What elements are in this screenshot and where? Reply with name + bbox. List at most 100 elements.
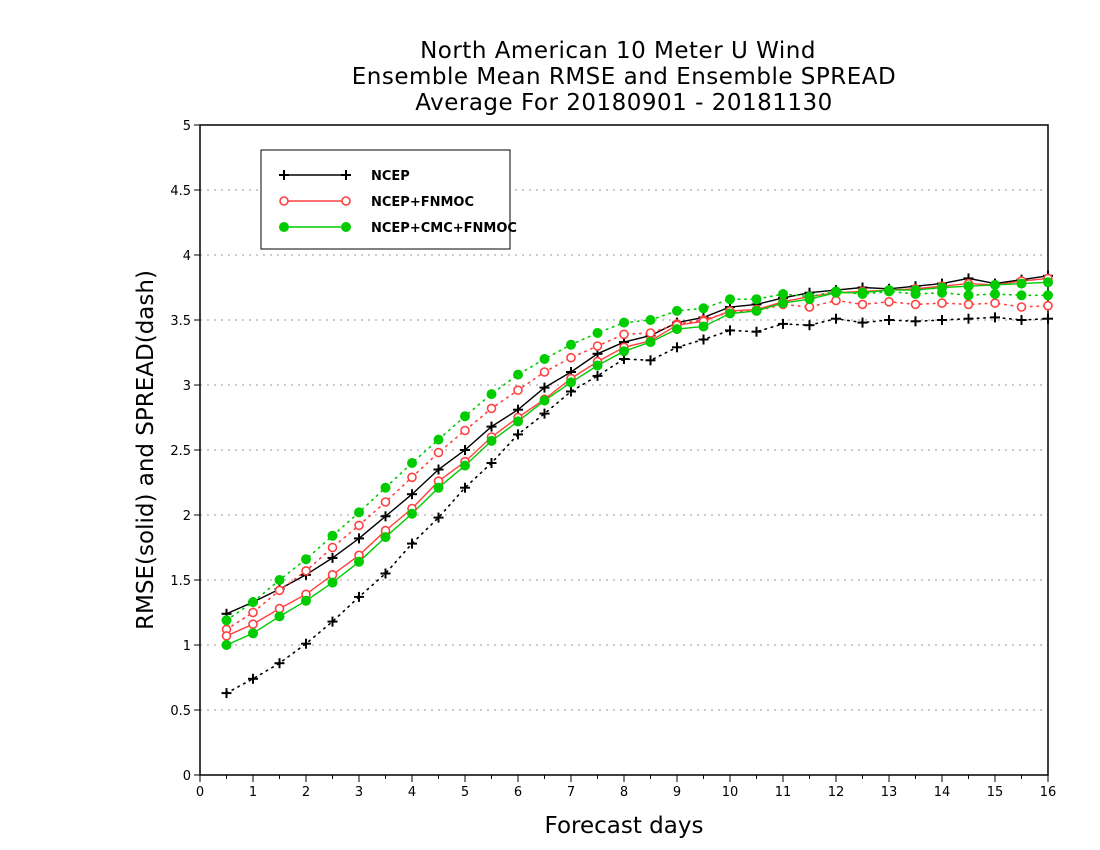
- rmse-point-ncep-cmc-fnmoc: [619, 346, 629, 357]
- y-tick-label: 0.5: [170, 704, 191, 719]
- spread-point-ncep-fnmoc: [857, 299, 868, 310]
- x-tick-label: 15: [987, 785, 1004, 800]
- legend-marker: [279, 196, 289, 206]
- spread-point-ncep-fnmoc: [248, 607, 258, 618]
- spread-point-ncep: [539, 408, 550, 419]
- spread-point-ncep-cmc-fnmoc: [619, 317, 629, 328]
- rmse-point-ncep-cmc-fnmoc: [1043, 277, 1053, 288]
- x-tick-label: 7: [567, 785, 575, 800]
- spread-point-ncep-fnmoc: [566, 352, 576, 363]
- rmse-point-ncep-cmc-fnmoc: [751, 305, 762, 316]
- rmse-point-ncep-cmc-fnmoc: [778, 298, 788, 309]
- spread-point-ncep: [486, 458, 497, 468]
- x-tick-label: 6: [514, 785, 522, 800]
- spread-point-ncep: [301, 638, 311, 649]
- spread-point-ncep-cmc-fnmoc: [1016, 290, 1027, 301]
- spread-point-ncep: [433, 512, 444, 523]
- spread-line-ncep-fnmoc: [225, 299, 1049, 631]
- x-tick-label: 12: [828, 785, 845, 800]
- rmse-point-ncep-cmc-fnmoc: [513, 416, 523, 427]
- x-tick-label: 4: [408, 785, 416, 800]
- spread-point-ncep-cmc-fnmoc: [990, 289, 1000, 299]
- rmse-point-ncep-cmc-fnmoc: [380, 532, 391, 543]
- rmse-point-ncep-cmc-fnmoc: [645, 337, 656, 348]
- y-tick-label: 4.5: [170, 184, 191, 199]
- x-tick-label: 16: [1040, 785, 1057, 800]
- spread-line-ncep: [225, 316, 1049, 694]
- y-tick-label: 4: [183, 249, 191, 264]
- spread-point-ncep: [1043, 313, 1053, 324]
- spread-point-ncep-cmc-fnmoc: [301, 554, 311, 565]
- axes: 00.511.522.533.544.550 1 2 3 4 5 6 7 8 9 10 11 12 13 1…: [170, 119, 1056, 800]
- spread-point-ncep: [566, 386, 576, 397]
- spread-point-ncep: [884, 315, 894, 325]
- title-line-2: Ensemble Mean RMSE and Ensemble SPREAD: [352, 64, 896, 90]
- spread-point-ncep-fnmoc: [513, 385, 523, 396]
- spread-point-ncep: [857, 317, 868, 328]
- x-tick-label: 11: [775, 785, 792, 800]
- x-tick-label: 1: [249, 785, 257, 800]
- legend-item-ncep: NCEP: [279, 169, 410, 184]
- rmse-point-ncep-cmc-fnmoc: [327, 577, 338, 588]
- rmse-point-ncep-cmc-fnmoc: [221, 640, 232, 650]
- legend-marker: [279, 222, 289, 232]
- spread-point-ncep-cmc-fnmoc: [248, 597, 258, 608]
- spread-point-ncep-cmc-fnmoc: [725, 294, 735, 305]
- spread-point-ncep: [672, 342, 682, 353]
- chart-title: North American 10 Meter U Wind Ensemble …: [352, 38, 896, 116]
- spread-point-ncep-fnmoc: [433, 447, 444, 458]
- spread-point-ncep-cmc-fnmoc: [566, 339, 576, 350]
- rmse-point-ncep-cmc-fnmoc: [937, 282, 947, 293]
- legend-item-ncep-cmc-fnmoc: NCEP+CMC+FNMOC: [279, 221, 517, 236]
- spread-point-ncep-cmc-fnmoc: [460, 411, 470, 422]
- spread-point-ncep-cmc-fnmoc: [354, 507, 364, 518]
- spread-point-ncep-cmc-fnmoc: [327, 530, 338, 541]
- rmse-point-ncep-cmc-fnmoc: [433, 482, 444, 493]
- legend-marker: [341, 170, 351, 180]
- spread-point-ncep: [354, 591, 364, 602]
- spread-point-ncep: [221, 688, 232, 699]
- rmse-point-ncep-cmc-fnmoc: [804, 294, 815, 305]
- x-tick-label: 0: [196, 785, 204, 800]
- x-tick-label: 5: [461, 785, 469, 800]
- spread-point-ncep: [592, 370, 603, 381]
- y-tick-label: 2: [183, 509, 191, 524]
- legend-label: NCEP+FNMOC: [371, 195, 474, 210]
- spread-point-ncep: [407, 538, 417, 549]
- spread-point-ncep-cmc-fnmoc: [539, 354, 550, 364]
- rmse-point-ncep: [539, 382, 550, 393]
- title-line-1: North American 10 Meter U Wind: [420, 38, 816, 64]
- legend-marker: [341, 196, 351, 206]
- x-tick-label: 10: [722, 785, 739, 800]
- spread-point-ncep-fnmoc: [486, 403, 497, 414]
- spread-point-ncep-fnmoc: [884, 296, 894, 307]
- legend-label: NCEP+CMC+FNMOC: [371, 221, 517, 236]
- spread-point-ncep: [274, 658, 285, 669]
- title-line-3: Average For 20180901 - 20181130: [415, 90, 833, 116]
- spread-point-ncep-cmc-fnmoc: [380, 482, 391, 493]
- rmse-point-ncep-cmc-fnmoc: [274, 611, 285, 622]
- spread-point-ncep-fnmoc: [354, 520, 364, 531]
- rmse-line-ncep: [226, 275, 1049, 615]
- y-tick-label: 3: [183, 379, 191, 394]
- x-axis-label: Forecast days: [545, 813, 704, 839]
- rmse-point-ncep-cmc-fnmoc: [831, 287, 841, 298]
- spread-point-ncep-fnmoc: [990, 298, 1000, 308]
- spread-point-ncep-fnmoc: [937, 298, 947, 308]
- rmse-point-ncep: [354, 533, 364, 544]
- spread-point-ncep: [963, 313, 974, 324]
- spread-point-ncep-cmc-fnmoc: [486, 389, 497, 400]
- spread-point-ncep-fnmoc: [1016, 302, 1027, 312]
- y-tick-label: 1: [183, 639, 191, 654]
- rmse-point-ncep: [460, 445, 470, 455]
- rmse-point-ncep-cmc-fnmoc: [354, 556, 364, 567]
- x-tick-label: 8: [620, 785, 628, 800]
- spread-point-ncep-fnmoc: [274, 585, 285, 596]
- spread-point-ncep-cmc-fnmoc: [778, 289, 788, 299]
- spread-point-ncep-fnmoc: [1043, 300, 1053, 311]
- spread-point-ncep: [831, 313, 841, 324]
- x-tick-label: 3: [355, 785, 363, 800]
- spread-point-ncep-cmc-fnmoc: [698, 303, 709, 314]
- spread-point-ncep: [725, 325, 735, 336]
- y-tick-label: 0: [183, 769, 191, 784]
